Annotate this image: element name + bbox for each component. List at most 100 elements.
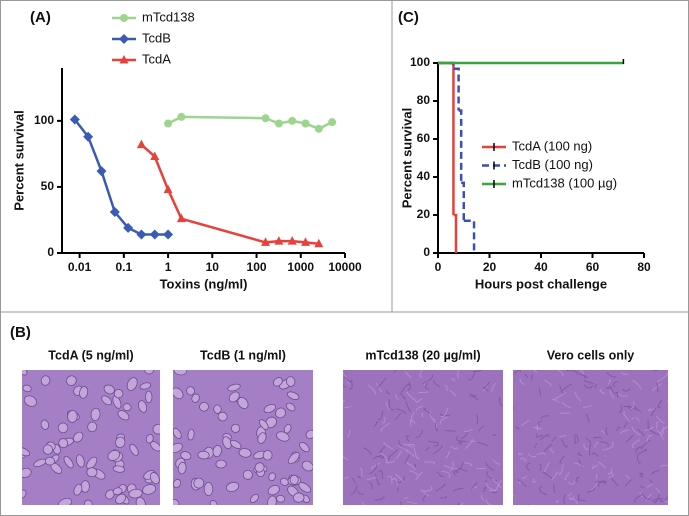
cell-edge bbox=[477, 426, 485, 432]
cell-edge bbox=[449, 501, 460, 505]
cell bbox=[112, 465, 126, 473]
cell-edge bbox=[435, 484, 446, 492]
cell-edge bbox=[595, 473, 598, 480]
cell bbox=[197, 450, 210, 460]
cell-edge bbox=[527, 503, 529, 505]
step-segment bbox=[453, 67, 460, 111]
cell-edge bbox=[343, 384, 347, 388]
cell-edge bbox=[367, 384, 377, 395]
cell bbox=[230, 423, 241, 433]
cell-edge bbox=[463, 428, 473, 433]
data-point bbox=[301, 119, 310, 128]
cell-edge bbox=[583, 384, 594, 389]
image-caption: Vero cells only bbox=[547, 348, 635, 362]
cell-edge bbox=[531, 374, 533, 381]
cell-edge bbox=[460, 502, 464, 505]
x-tick-label: 20 bbox=[483, 260, 497, 274]
data-point bbox=[288, 116, 297, 125]
cell-edge bbox=[498, 397, 503, 407]
cell bbox=[122, 403, 132, 412]
cell bbox=[63, 456, 74, 469]
y-tick-label: 0 bbox=[47, 245, 54, 259]
cell bbox=[250, 493, 259, 503]
cell-edge bbox=[569, 495, 575, 500]
data-point bbox=[149, 229, 160, 240]
cell bbox=[173, 499, 180, 505]
chart-title: (C) bbox=[398, 9, 419, 26]
micrograph bbox=[513, 370, 668, 505]
cell bbox=[75, 454, 85, 468]
cell-edge bbox=[634, 493, 643, 503]
cell-edge bbox=[428, 440, 439, 443]
cell-edge bbox=[492, 459, 500, 465]
cell bbox=[112, 487, 123, 496]
cell-edge bbox=[652, 497, 663, 502]
cell-edge bbox=[561, 438, 568, 448]
cell-edge bbox=[352, 477, 357, 485]
cell-edge bbox=[382, 417, 386, 424]
cell-edge bbox=[485, 499, 493, 505]
cell-edge bbox=[526, 462, 530, 471]
y-tick-label: 80 bbox=[417, 93, 431, 107]
cell-edge bbox=[549, 447, 555, 454]
cell bbox=[217, 411, 228, 422]
cell-edge bbox=[642, 493, 652, 500]
cell-edge bbox=[378, 470, 384, 479]
cell-edge bbox=[654, 493, 661, 504]
cell-edge bbox=[436, 471, 444, 478]
cell-edge bbox=[439, 417, 448, 425]
cell-edge bbox=[405, 461, 416, 471]
cell-edge bbox=[563, 494, 567, 505]
cell-edge bbox=[539, 434, 550, 441]
cell bbox=[66, 375, 77, 387]
cell bbox=[262, 449, 273, 461]
cell bbox=[44, 456, 56, 466]
cell-edge bbox=[485, 462, 494, 471]
cell-edge bbox=[608, 471, 614, 479]
cell bbox=[40, 375, 51, 386]
step-segment bbox=[453, 213, 458, 253]
data-point bbox=[83, 131, 94, 142]
legend-marker bbox=[119, 34, 129, 44]
cell-edge bbox=[433, 445, 443, 455]
data-point bbox=[136, 229, 147, 240]
cell-edge bbox=[567, 492, 572, 497]
x-tick-label: 60 bbox=[586, 260, 600, 274]
cell bbox=[227, 383, 241, 392]
y-tick-label: 0 bbox=[423, 245, 430, 259]
cell-edge bbox=[593, 437, 602, 439]
cell-edge bbox=[484, 479, 488, 483]
cell-edge bbox=[399, 383, 410, 396]
x-tick-label: 40 bbox=[534, 260, 548, 274]
cell-edge bbox=[492, 478, 502, 489]
cell bbox=[138, 400, 148, 413]
cell-edge bbox=[463, 462, 473, 467]
cell-edge bbox=[647, 483, 654, 488]
cell-edge bbox=[374, 495, 385, 501]
cell bbox=[23, 395, 37, 407]
cell-edge bbox=[583, 443, 589, 451]
cell-edge bbox=[647, 419, 649, 429]
cell bbox=[287, 452, 300, 465]
cell-edge bbox=[429, 411, 436, 421]
cell-edge bbox=[449, 467, 459, 471]
cell bbox=[209, 500, 218, 505]
cell bbox=[191, 393, 200, 403]
x-tick-label: 0.01 bbox=[68, 260, 92, 274]
cell bbox=[22, 384, 32, 393]
cell-edge bbox=[564, 472, 570, 481]
cell-edge bbox=[368, 481, 373, 490]
data-point bbox=[163, 229, 174, 240]
cell-edge bbox=[388, 399, 395, 411]
legend-label: mTcd138 (100 µg) bbox=[512, 175, 617, 190]
cell-edge bbox=[394, 413, 402, 421]
cell-edge bbox=[535, 434, 543, 438]
cell-edge bbox=[391, 478, 398, 486]
cell-edge bbox=[456, 466, 468, 472]
cell-edge bbox=[568, 480, 575, 485]
cell-edge bbox=[527, 453, 537, 458]
cell-edge bbox=[577, 452, 583, 457]
y-axis-label: Percent survival bbox=[11, 110, 26, 210]
cell bbox=[57, 497, 73, 505]
step-segment bbox=[463, 219, 476, 253]
